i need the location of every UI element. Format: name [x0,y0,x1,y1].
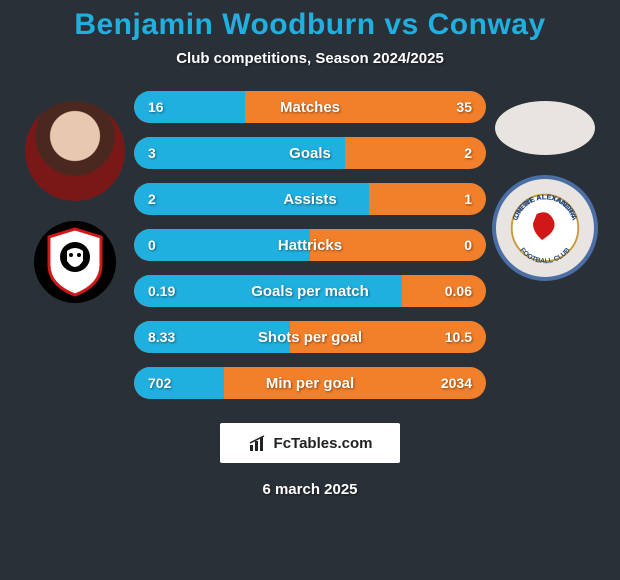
player-right-club-badge: CREWE ALEXANDRA CREWE ALEXANDRA FOOTBALL… [492,175,598,281]
crewe-badge-icon: CREWE ALEXANDRA CREWE ALEXANDRA FOOTBALL… [496,175,594,281]
date-label: 6 march 2025 [0,481,620,498]
fctables-logo-icon [248,433,268,453]
stat-bar: 8.33 Shots per goal 10.5 [134,321,486,353]
stat-value-right: 0.06 [445,283,472,299]
stat-label: Assists [283,191,336,208]
stat-value-left: 0.19 [148,283,175,299]
stat-value-right: 2034 [441,375,472,391]
stat-bar: 702 Min per goal 2034 [134,367,486,399]
stat-label: Goals [289,145,331,162]
stat-value-left: 16 [148,99,164,115]
stat-value-left: 3 [148,145,156,161]
stat-bar: 2 Assists 1 [134,183,486,215]
stat-label: Min per goal [266,375,354,392]
stat-value-right: 35 [456,99,472,115]
stat-bar: 16 Matches 35 [134,91,486,123]
stat-label: Hattricks [278,237,342,254]
stat-bar: 3 Goals 2 [134,137,486,169]
stat-bar: 0 Hattricks 0 [134,229,486,261]
stat-label: Shots per goal [258,329,362,346]
stat-value-right: 1 [464,191,472,207]
player-left-club-badge [34,221,116,303]
subtitle: Club competitions, Season 2024/2025 [0,50,620,67]
stats-bars: 16 Matches 35 3 Goals 2 2 Assists 1 0 Hattricks 0 0.… [130,91,490,399]
stat-value-left: 0 [148,237,156,253]
stat-value-left: 702 [148,375,171,391]
stat-value-right: 10.5 [445,329,472,345]
stat-bar: 0.19 Goals per match 0.06 [134,275,486,307]
right-column: CREWE ALEXANDRA CREWE ALEXANDRA FOOTBALL… [490,91,600,281]
left-column [20,91,130,303]
stat-value-right: 0 [464,237,472,253]
comparison-infographic: Benjamin Woodburn vs Conway Club competi… [0,0,620,580]
stat-label: Matches [280,99,340,116]
stat-value-left: 8.33 [148,329,175,345]
player-left-avatar [25,101,125,201]
stat-value-left: 2 [148,191,156,207]
main-row: 16 Matches 35 3 Goals 2 2 Assists 1 0 Hattricks 0 0.… [0,91,620,399]
branding-badge: FcTables.com [220,423,400,463]
lion-shield-icon [45,227,105,297]
stat-value-right: 2 [464,145,472,161]
stat-label: Goals per match [251,283,369,300]
player-left-face-icon [25,101,125,201]
branding-text: FcTables.com [274,435,373,452]
page-title: Benjamin Woodburn vs Conway [0,8,620,42]
player-right-avatar [495,101,595,155]
